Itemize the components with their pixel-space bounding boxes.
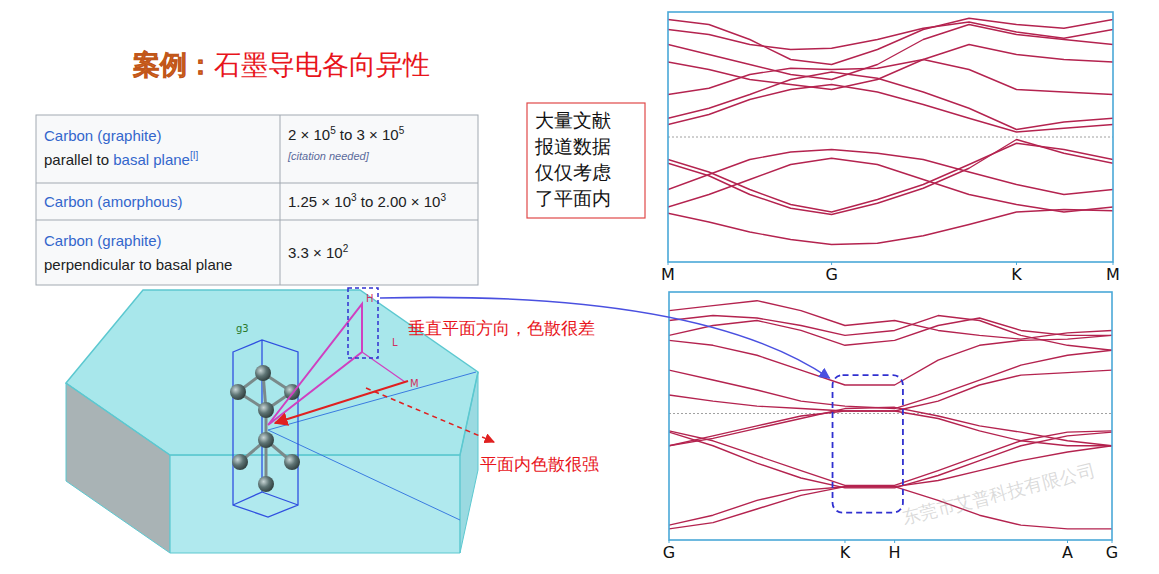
conductivity-value: 1.25 × 103 to 2.00 × 103	[288, 192, 446, 210]
unit-cell	[233, 340, 298, 517]
watermark: 东莞市艾普科技有限公司	[900, 460, 1097, 528]
material-detail: parallel to basal plane[I]	[44, 150, 199, 168]
detail-text: perpendicular to basal plane	[44, 256, 232, 273]
note-frame	[527, 103, 645, 218]
k-point-label: L	[392, 337, 398, 348]
material-name: Carbon (amorphous)	[44, 193, 182, 210]
prism-front-face	[170, 455, 460, 553]
note-line: 报道数据	[534, 135, 611, 157]
plot-frame	[669, 292, 1112, 540]
citation: [citation needed]	[287, 150, 370, 162]
band-line	[668, 143, 1113, 212]
band-line	[669, 370, 1112, 411]
k-point-tick-label: K	[840, 543, 851, 562]
slide-title: 案例：石墨导电各向异性	[132, 49, 430, 80]
fermi-line	[668, 137, 1113, 138]
table-frame	[36, 115, 478, 285]
band-line	[669, 335, 1112, 385]
value-exponent: 5	[399, 125, 405, 136]
conductivity-value: 3.3 × 102	[288, 243, 349, 261]
value-exponent: 3	[440, 192, 446, 203]
value-text: 1.25 × 10	[288, 193, 351, 210]
k-point-label: H	[366, 293, 374, 304]
plot-marks	[668, 18, 1113, 244]
highlight-box	[833, 375, 903, 513]
value-text: 3.3 × 10	[288, 244, 343, 261]
material-name: Carbon (graphite)	[44, 232, 162, 249]
atom	[232, 454, 248, 470]
axis-line	[268, 430, 460, 520]
prism-top-face	[66, 290, 478, 455]
plot-frame	[668, 12, 1113, 262]
footnote: [I]	[190, 150, 199, 161]
atom	[258, 476, 274, 492]
band-line	[668, 22, 1113, 50]
k-point-tick-label: M	[661, 265, 675, 284]
band-line	[668, 18, 1113, 64]
band-line	[668, 158, 1113, 212]
band-structure: MGKM	[661, 12, 1120, 284]
band-line	[669, 350, 1112, 408]
detail-link: basal plane	[113, 151, 190, 168]
k-point-tick-label: G	[825, 265, 837, 284]
k-point-tick-label: A	[1062, 543, 1073, 562]
in-plane-dashed-arrow	[366, 388, 494, 442]
band-line	[668, 60, 1113, 95]
k-point-label: g3	[236, 323, 249, 334]
k-point-tick-label: M	[1106, 265, 1120, 284]
value-exponent: 2	[343, 243, 349, 254]
detail-text: parallel to	[44, 151, 113, 168]
k-point-tick-label: H	[889, 543, 901, 562]
k-point-tick-label: G	[1106, 543, 1118, 562]
band-line	[668, 25, 1113, 80]
note-line: 大量文献	[535, 109, 611, 131]
note-line: 了平面内	[535, 187, 611, 209]
table-column-rule	[280, 115, 281, 285]
band-line	[668, 210, 1113, 245]
k-path	[268, 304, 362, 425]
band-line	[669, 407, 1112, 445]
note-box: 大量文献报道数据仅仅考虑了平面内	[527, 103, 645, 218]
plot-background	[669, 292, 1112, 540]
connector-arrow	[380, 297, 830, 378]
material-name: Carbon (graphite)	[44, 127, 162, 144]
table-row-rule	[36, 220, 478, 221]
band-line	[668, 140, 1113, 215]
atom	[258, 402, 274, 418]
band-line	[668, 45, 1113, 90]
annotation-in-plane: 平面内色散很强	[480, 454, 599, 474]
slide: 案例：石墨导电各向异性 Carbon (graphite) parallel to …	[0, 0, 1159, 574]
in-plane-arrow	[275, 381, 408, 423]
atom	[284, 454, 300, 470]
atom	[255, 365, 271, 381]
k-point-tick-label: K	[1011, 265, 1022, 284]
table-row-rule	[36, 183, 478, 184]
fermi-line	[669, 413, 1112, 414]
annotation-perpendicular: 垂直平面方向，色散很差	[408, 318, 595, 338]
plot-background	[668, 12, 1113, 262]
atom	[230, 384, 246, 400]
value-text: 2 × 10	[288, 126, 330, 143]
atom	[258, 432, 274, 448]
conductivity-table: Carbon (graphite) parallel to basal plane…	[36, 115, 478, 285]
note-line: 仅仅考虑	[535, 161, 611, 183]
band-line	[669, 316, 1112, 351]
h-point-box	[348, 288, 378, 358]
k-point-tick-label: G	[663, 543, 675, 562]
k-point-label: M	[410, 378, 419, 389]
value-text: to 2.00 × 10	[357, 193, 441, 210]
title-text: 石墨导电各向异性	[214, 49, 430, 80]
value-text: to 3 × 10	[336, 126, 399, 143]
k-path	[362, 352, 405, 382]
band-line	[668, 72, 1113, 130]
material-detail: perpendicular to basal plane	[44, 256, 232, 273]
conductivity-value: 2 × 105 to 3 × 105	[288, 125, 405, 143]
title-prefix: 案例：	[132, 49, 214, 80]
band-line	[669, 411, 1112, 446]
